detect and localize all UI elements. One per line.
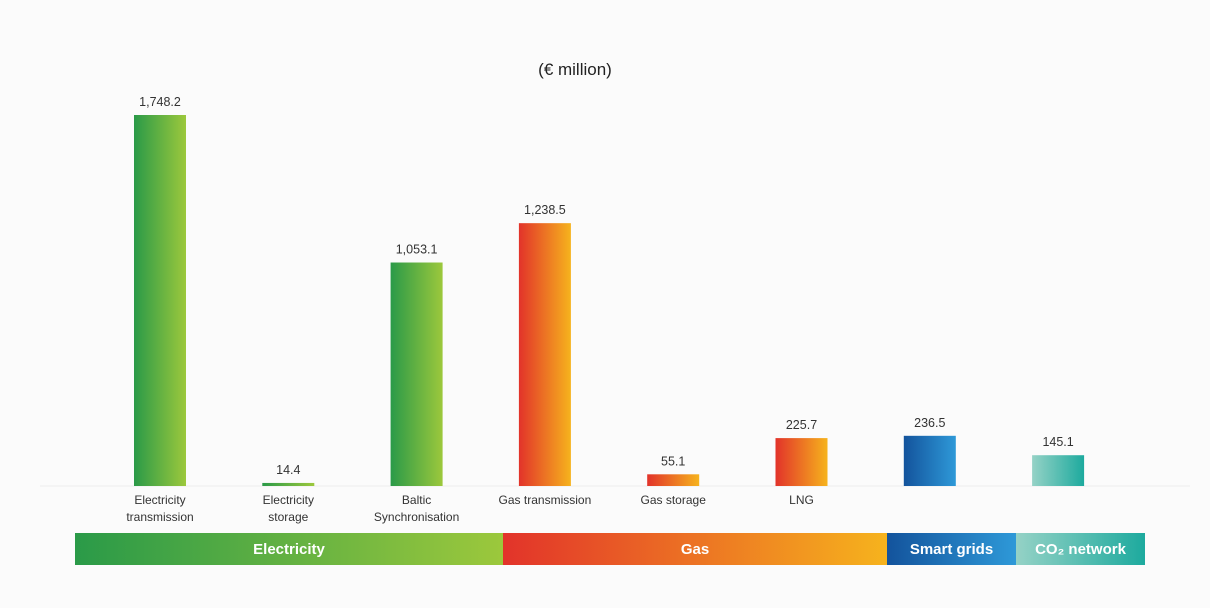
group-band-smart xyxy=(887,533,1016,565)
x-tick-label-3: Baltic Synchronisation xyxy=(374,493,459,524)
bar-6 xyxy=(775,438,828,486)
data-label-8: 145.1 xyxy=(1042,435,1073,449)
bar-8 xyxy=(1032,455,1085,486)
group-label-gas: Gas xyxy=(681,541,709,558)
group-label-electricity: Electricity xyxy=(253,541,325,558)
data-label-4: 1,238.5 xyxy=(524,203,566,217)
bar-7 xyxy=(903,435,956,486)
x-tick-label-2: Electricity storage xyxy=(263,493,314,524)
group-band-co2 xyxy=(1016,533,1145,565)
bar-2 xyxy=(262,482,315,486)
group-label-smart: Smart grids xyxy=(910,541,993,558)
group-band-electricity xyxy=(75,533,503,565)
labels-layer: 1,748.2 Electricity transmission 14.4 Electr… xyxy=(126,95,1073,524)
group-band: Electricity Gas Smart grids CO₂ network xyxy=(75,533,1145,565)
data-label-2: 14.4 xyxy=(276,463,300,477)
x-tick-label-4: Gas transmission xyxy=(499,493,592,507)
x-tick-label-1: Electricity transmission xyxy=(126,493,193,524)
data-label-7: 236.5 xyxy=(914,416,945,430)
data-label-1: 1,748.2 xyxy=(139,95,181,109)
bar-5 xyxy=(647,474,700,486)
x-tick-label-6: LNG xyxy=(789,493,814,507)
bar-1 xyxy=(134,115,186,486)
group-band-gas xyxy=(503,533,887,565)
data-label-5: 55.1 xyxy=(661,454,685,468)
bar-3 xyxy=(390,262,443,486)
data-label-3: 1,053.1 xyxy=(396,243,438,257)
chart-title: (€ million) xyxy=(538,60,612,79)
x-tick-label-5: Gas storage xyxy=(641,493,707,507)
bars-layer xyxy=(40,115,1190,487)
group-label-co2: CO₂ network xyxy=(1035,541,1127,558)
bar-4 xyxy=(518,223,571,486)
data-label-6: 225.7 xyxy=(786,418,817,432)
